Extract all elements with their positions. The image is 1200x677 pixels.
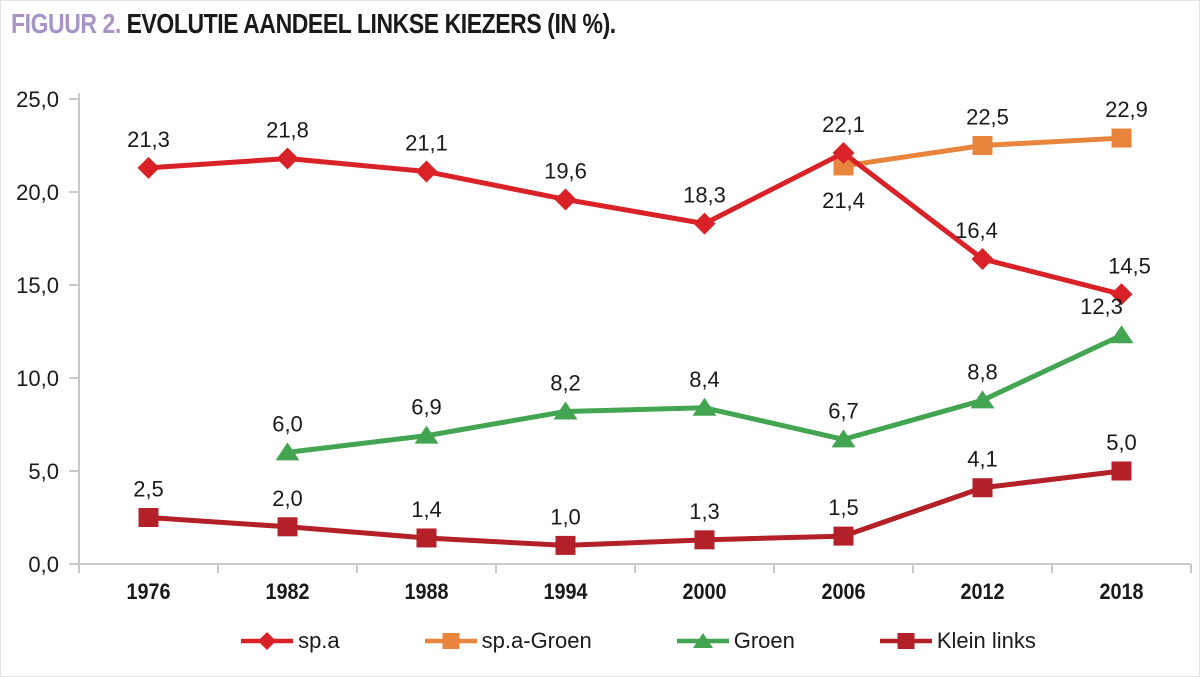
data-label: 12,3 xyxy=(1080,294,1123,319)
data-label: 8,2 xyxy=(550,370,581,395)
x-tick-label: 2018 xyxy=(1099,580,1143,604)
marker-diamond xyxy=(693,212,716,235)
series-sp-a-groen xyxy=(833,128,1132,176)
figure-title: FIGUUR 2. EVOLUTIE AANDEEL LINKSE KIEZERS… xyxy=(11,8,616,40)
legend-square-icon xyxy=(424,633,477,649)
data-label: 21,3 xyxy=(127,127,170,152)
data-label: 5,0 xyxy=(1106,430,1137,455)
legend-diamond-icon xyxy=(241,632,294,650)
series-line xyxy=(148,468,1122,548)
marker-triangle xyxy=(692,397,717,416)
data-label: 8,8 xyxy=(967,359,998,384)
data-label: 21,8 xyxy=(266,118,309,143)
marker-diamond xyxy=(971,247,994,270)
marker-triangle xyxy=(831,429,856,448)
marker-triangle xyxy=(1109,325,1134,344)
data-label: 6,0 xyxy=(272,411,303,436)
marker-square xyxy=(138,508,159,527)
data-label: 8,4 xyxy=(689,367,720,392)
marker-triangle xyxy=(553,401,578,420)
x-tick-label: 1976 xyxy=(126,580,170,604)
legend-triangle-icon xyxy=(676,633,729,648)
data-label: 1,5 xyxy=(828,495,859,520)
x-tick-label: 1988 xyxy=(404,580,448,604)
figure-number: FIGUUR 2. xyxy=(11,8,121,39)
marker-triangle xyxy=(970,390,995,409)
x-tick-label: 1994 xyxy=(543,580,587,604)
legend-item-sp-a-groen: sp.a-Groen xyxy=(424,628,592,654)
marker-square xyxy=(277,517,298,537)
x-tick-label: 2006 xyxy=(821,580,865,604)
marker-diamond xyxy=(1110,283,1133,306)
marker-square xyxy=(833,526,854,546)
data-label: 2,0 xyxy=(272,486,303,511)
marker-square xyxy=(972,136,993,155)
y-tick-label: 15,0 xyxy=(16,273,59,298)
marker-triangle xyxy=(414,425,439,444)
series-line xyxy=(148,150,1123,297)
x-tick-label: 1982 xyxy=(265,580,309,604)
y-tick-label: 0,0 xyxy=(28,552,59,577)
marker-square xyxy=(416,528,437,548)
marker-diamond xyxy=(137,156,160,179)
marker-square xyxy=(694,530,715,550)
marker-square xyxy=(833,156,854,176)
data-label: 6,9 xyxy=(411,395,442,420)
legend-label: Klein links xyxy=(936,628,1036,653)
data-label: 1,4 xyxy=(411,497,442,522)
x-tick-label: 2000 xyxy=(682,580,726,604)
legend-item-klein-links: Klein links xyxy=(879,628,1036,654)
data-label: 6,7 xyxy=(828,398,859,423)
data-label: 4,1 xyxy=(967,447,998,472)
axes: 0,0 5,0 10,0 15,0 20,0 25,0 1976 1982 1988 1994 20… xyxy=(16,87,1192,604)
data-label: 14,5 xyxy=(1108,253,1151,278)
y-tick-label: 20,0 xyxy=(16,180,59,205)
figure-caption: EVOLUTIE AANDEEL LINKSE KIEZERS (IN %). xyxy=(126,8,617,39)
marker-square xyxy=(972,478,993,498)
y-tick-label: 10,0 xyxy=(16,366,59,391)
marker-diamond xyxy=(276,147,299,170)
legend-square-icon xyxy=(879,633,932,649)
series-groen xyxy=(275,325,1134,461)
data-label: 22,5 xyxy=(966,105,1009,130)
legend-label: Groen xyxy=(733,628,795,653)
data-label: 2,5 xyxy=(133,477,164,502)
y-tick-label: 5,0 xyxy=(28,459,59,484)
marker-diamond xyxy=(554,188,577,211)
chart-legend: sp.a sp.a-Groen Groen Klein links xyxy=(1,628,1199,654)
data-label: 1,3 xyxy=(689,499,720,524)
data-label: 21,4 xyxy=(822,188,865,213)
data-label: 19,6 xyxy=(544,158,587,183)
data-label: 22,1 xyxy=(822,112,865,137)
series-sp-a xyxy=(137,141,1133,306)
marker-diamond xyxy=(415,160,438,183)
marker-triangle xyxy=(275,442,300,461)
data-label: 21,1 xyxy=(405,131,448,156)
data-label: 1,0 xyxy=(550,504,581,529)
marker-square xyxy=(1111,461,1132,481)
legend-item-groen: Groen xyxy=(676,628,795,654)
legend-label: sp.a-Groen xyxy=(481,628,592,653)
data-label: 22,9 xyxy=(1105,97,1148,122)
y-tick-label: 25,0 xyxy=(16,87,59,112)
data-labels: 21,4 22,5 22,9 6,0 6,9 8,2 8,4 6,7 8,8 12,3 2,5 2,0… xyxy=(127,97,1151,529)
marker-square xyxy=(555,535,576,555)
data-label: 18,3 xyxy=(683,183,726,208)
legend-item-sp-a: sp.a xyxy=(240,628,340,654)
data-label: 16,4 xyxy=(955,218,998,243)
x-tick-label: 2012 xyxy=(960,580,1004,604)
marker-diamond xyxy=(832,141,855,164)
series-klein-links xyxy=(138,461,1132,555)
marker-square xyxy=(1111,128,1132,148)
legend-label: sp.a xyxy=(298,628,340,653)
